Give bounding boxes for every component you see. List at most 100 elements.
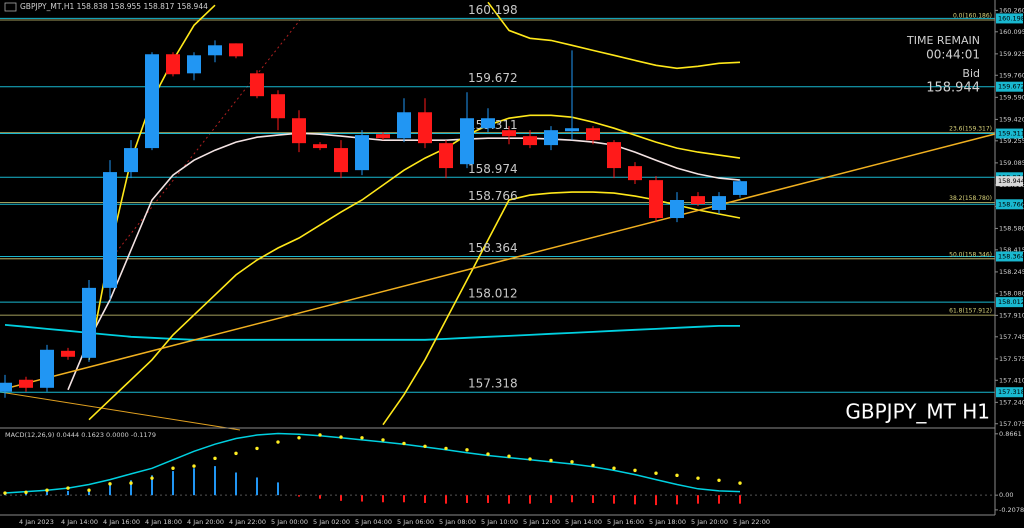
y-tick-label: 0.8661 (999, 430, 1022, 438)
level-label: 158.766 (468, 189, 518, 203)
level-price-label: 159.672 (998, 83, 1024, 91)
quote-low: 158.817 (143, 2, 174, 11)
macd-bar (130, 480, 132, 496)
y-tick-label: 159.590 (999, 93, 1024, 101)
signal-dot (528, 457, 532, 461)
signal-dot (150, 476, 154, 480)
time-remain-label: TIME REMAIN (906, 34, 980, 47)
macd-bar (634, 495, 636, 505)
level-price-box (996, 13, 1023, 24)
candle-body (544, 130, 558, 146)
candle-body (313, 144, 327, 149)
x-tick-label: 5 Jan 02:00 (313, 518, 350, 526)
signal-dot (24, 490, 28, 495)
watermark: GBPJPY_MT H1 (845, 400, 990, 424)
x-tick-label: 5 Jan 00:00 (271, 518, 308, 526)
macd-bar (109, 483, 111, 496)
candle-body (607, 142, 621, 169)
signal-dot (465, 448, 469, 452)
trend-line (109, 19, 301, 261)
x-tick-label: 5 Jan 08:00 (439, 518, 476, 526)
candle-body (208, 45, 222, 56)
quote-close: 158.944 (177, 2, 208, 11)
macd-bar (529, 495, 531, 504)
signal-dot (717, 478, 721, 482)
candle-body (691, 196, 705, 205)
fib-label: 50.0(158.346) (949, 251, 992, 258)
macd-bar (193, 468, 195, 496)
candle-body (334, 148, 348, 173)
candle-body (523, 136, 537, 146)
candle-body (355, 135, 369, 171)
level-price-box (996, 199, 1023, 210)
macd-bar (340, 495, 342, 501)
overlay-line (88, 114, 741, 421)
y-tick-label: 158.580 (999, 224, 1024, 232)
candle-body (61, 350, 75, 357)
x-tick-label: 4 Jan 22:00 (229, 518, 266, 526)
macd-line (4, 432, 741, 494)
candle-body (733, 181, 747, 195)
time-remain-value: 00:44:01 (926, 48, 980, 62)
fib-label: 0.0(160.186) (953, 12, 992, 19)
candle-body (628, 166, 642, 181)
bid-price-label: 158.944 (998, 177, 1024, 185)
macd-bar (151, 475, 153, 496)
level-label: 158.974 (468, 162, 518, 176)
candle-body (82, 287, 96, 358)
signal-dot (66, 486, 70, 490)
signal-dot (402, 441, 406, 446)
signal-dot (444, 446, 448, 451)
candle-body (166, 54, 180, 75)
fib-label: 61.8(157.912) (949, 308, 992, 315)
candle-body (439, 143, 453, 169)
fib-label: 23.6(159.317) (949, 125, 992, 132)
candle-body (460, 118, 474, 165)
signal-dot (87, 488, 91, 492)
macd-bar (697, 495, 699, 504)
candle-body (418, 112, 432, 144)
level-price-label: 160.198 (998, 14, 1024, 22)
macd-bar (172, 471, 174, 496)
candle-body (292, 118, 306, 144)
candle-body (229, 43, 243, 57)
signal-dot (171, 466, 175, 470)
x-tick-label: 5 Jan 20:00 (691, 518, 728, 526)
level-label: 160.198 (468, 3, 518, 17)
candle-body (0, 382, 12, 392)
y-tick-label: 157.075 (999, 420, 1024, 428)
overlay-line (4, 324, 740, 341)
y-tick-label: 160.095 (999, 28, 1024, 36)
macd-bar (466, 495, 468, 503)
level-price-label: 158.766 (998, 200, 1024, 208)
macd-bar (445, 495, 447, 504)
bid-value: 158.944 (926, 81, 980, 96)
signal-dot (213, 456, 217, 461)
signal-dot (360, 436, 364, 440)
quote-high: 158.955 (110, 2, 141, 11)
candle-body (40, 349, 54, 388)
level-price-box (996, 387, 1023, 398)
level-price-box (996, 251, 1023, 262)
x-tick-label: 4 Jan 18:00 (145, 518, 182, 526)
x-tick-label: 5 Jan 16:00 (607, 518, 644, 526)
signal-dot (234, 451, 238, 456)
candle-body (271, 94, 285, 119)
candle-body (649, 180, 663, 219)
signal-dot (696, 476, 700, 480)
signal-dot (129, 481, 133, 485)
signal-dot (192, 464, 196, 468)
signal-dot (255, 446, 259, 451)
candle-body (145, 54, 159, 149)
signal-dot (738, 481, 742, 485)
candle-body (712, 196, 726, 210)
y-tick-label: 158.080 (999, 289, 1024, 297)
macd-bar (277, 482, 279, 496)
level-price-box (996, 128, 1023, 139)
signal-dot (633, 468, 637, 473)
signal-dot (339, 435, 343, 439)
x-tick-label: 4 Jan 14:00 (61, 518, 98, 526)
signal-dot (486, 452, 490, 456)
quote-open: 158.838 (77, 2, 108, 11)
